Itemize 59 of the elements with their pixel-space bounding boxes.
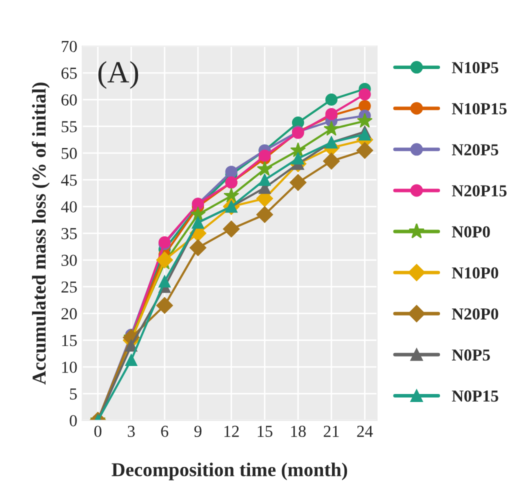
legend-label: N20P15 xyxy=(452,185,507,196)
point xyxy=(290,174,306,191)
legend-label: N20P0 xyxy=(452,308,498,320)
point xyxy=(323,152,340,170)
point xyxy=(358,128,371,140)
legend-label: N10P15 xyxy=(452,103,507,114)
point xyxy=(258,150,271,162)
x-tick-label: 12 xyxy=(224,426,239,437)
x-tick-label: 0 xyxy=(94,426,102,437)
y-tick-label: 5 xyxy=(70,388,77,400)
point xyxy=(290,142,306,158)
y-tick-label: 50 xyxy=(62,148,77,160)
y-tick-label: 10 xyxy=(62,362,77,373)
x-tick-label: 21 xyxy=(324,426,339,437)
point xyxy=(356,112,373,128)
x-tick-label: 15 xyxy=(258,426,272,437)
point xyxy=(325,94,338,106)
y-tick-label: 30 xyxy=(62,254,77,266)
legend-label: N20P5 xyxy=(452,144,498,156)
point xyxy=(190,239,206,256)
point xyxy=(324,120,340,136)
y-tick-label: 60 xyxy=(61,94,77,106)
y-tick-label: 35 xyxy=(62,228,77,240)
point xyxy=(156,252,173,268)
point xyxy=(292,152,304,165)
x-axis-title: Decomposition time (month) xyxy=(112,462,348,480)
point xyxy=(125,354,138,366)
point xyxy=(256,160,272,176)
y-tick-label: 55 xyxy=(62,121,77,132)
point xyxy=(358,88,371,100)
point xyxy=(190,206,206,222)
point xyxy=(158,275,171,288)
point xyxy=(225,166,238,178)
y-tick-label: 25 xyxy=(62,281,77,293)
x-tick-label: 18 xyxy=(291,426,306,437)
y-tick-label: 70 xyxy=(62,40,77,52)
y-tick-label: 15 xyxy=(62,334,77,346)
legend-label: N10P5 xyxy=(452,62,498,74)
point xyxy=(258,174,271,186)
y-tick-label: 20 xyxy=(62,308,77,320)
y-tick-label: 0 xyxy=(70,415,77,426)
y-tick-label: 65 xyxy=(61,68,77,79)
point xyxy=(222,220,240,238)
x-tick-label: 6 xyxy=(161,426,168,437)
x-tick-label: 24 xyxy=(357,426,373,437)
point xyxy=(224,188,240,203)
y-tick-label: 45 xyxy=(61,174,77,186)
legend-label: N0P15 xyxy=(452,390,498,402)
point xyxy=(256,206,274,223)
legend-label: N0P5 xyxy=(452,349,490,361)
y-axis-title: Accumulated mass loss (% of initial) xyxy=(32,82,50,385)
legend-label: N0P0 xyxy=(452,226,490,238)
x-tick-label: 3 xyxy=(128,426,135,437)
annotation: (A) xyxy=(98,61,138,89)
legend-label: N10P0 xyxy=(452,267,498,279)
x-tick-label: 9 xyxy=(194,426,202,437)
point xyxy=(356,142,374,159)
point xyxy=(156,297,173,314)
y-tick-label: 40 xyxy=(61,201,77,212)
